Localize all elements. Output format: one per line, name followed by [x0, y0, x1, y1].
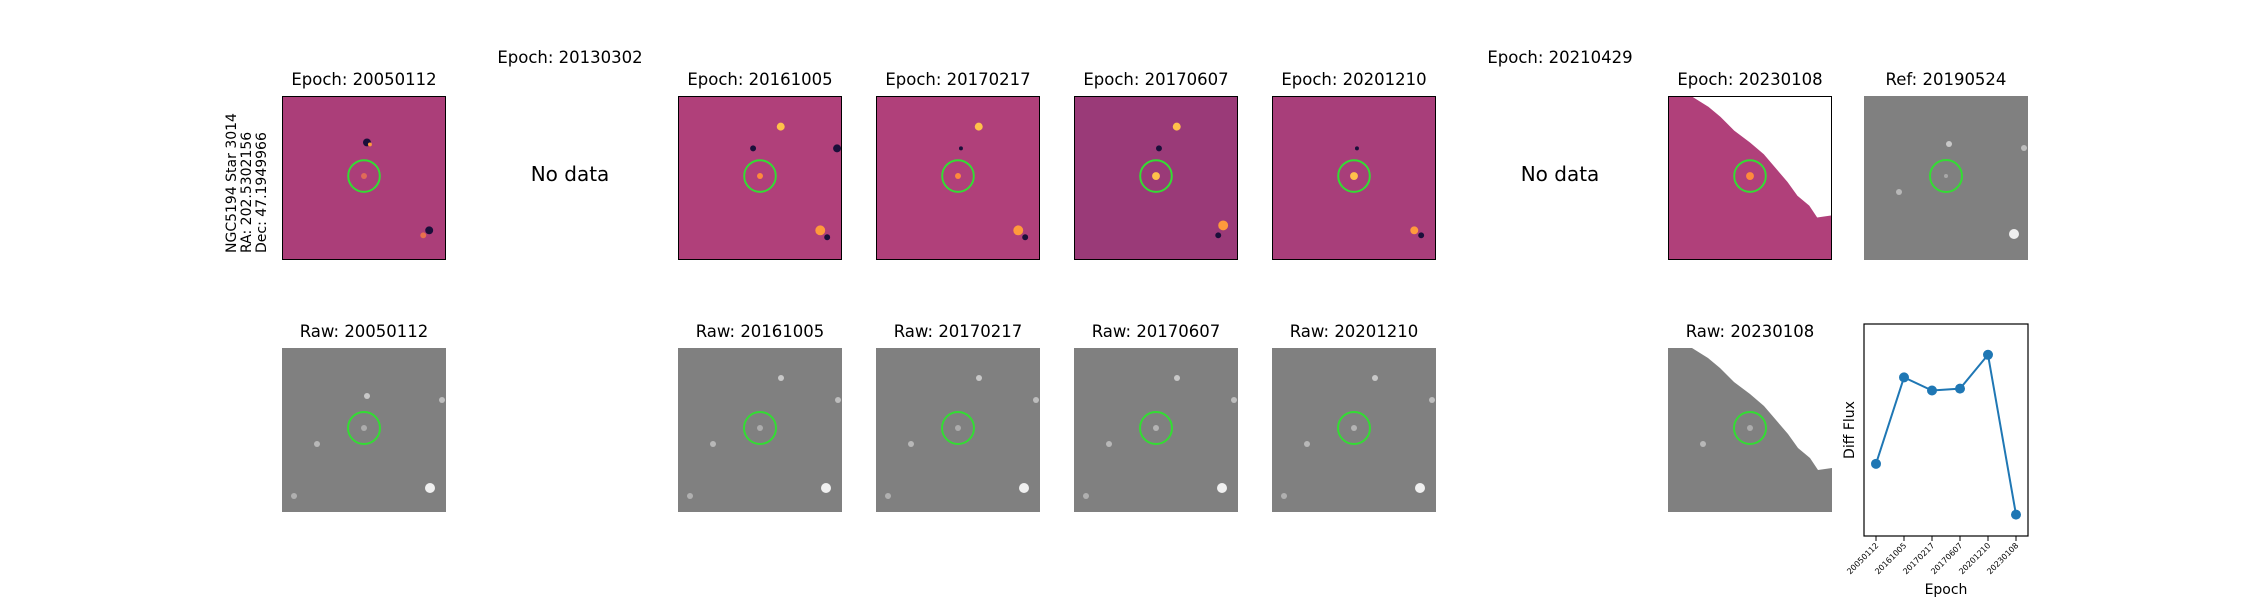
- raw-title-8: Raw: 20230108: [1685, 322, 1815, 341]
- x-axis-label: Epoch: [1925, 582, 1968, 598]
- x-ticks: 2005011220161005201702172017060720201210…: [1845, 536, 2020, 576]
- raw-title-1: Raw: 20050112: [299, 322, 429, 341]
- star-ra: RA: 202.5302156: [239, 131, 255, 253]
- raw-image-20230108: [1668, 348, 1832, 512]
- raw-image-20050112: [282, 348, 446, 512]
- epoch-title-8: Epoch: 20230108: [1677, 70, 1823, 89]
- data-point-20050112: [1871, 458, 1881, 469]
- raw-title-4: Raw: 20170217: [893, 322, 1023, 341]
- epoch-title-2: Epoch: 20130302: [497, 48, 643, 67]
- diff-image-20161005: [678, 96, 842, 260]
- data-point-20170217: [1927, 385, 1937, 396]
- epoch-title-1: Epoch: 20050112: [291, 70, 437, 89]
- data-point-20230108: [2011, 509, 2021, 520]
- star-info-label: NGC5194 Star 3014 RA: 202.5302156 Dec: 4…: [216, 105, 270, 255]
- reference-image: [1864, 96, 2028, 260]
- raw-image-20170607: [1074, 348, 1238, 512]
- epoch-title-6: Epoch: 20201210: [1281, 70, 1427, 89]
- data-point-20201210: [1983, 349, 1993, 360]
- data-point-20170607: [1955, 383, 1965, 394]
- reference-title: Ref: 20190524: [1885, 70, 2007, 89]
- no-data-20130302: No data: [530, 162, 610, 186]
- epoch-title-3: Epoch: 20161005: [687, 70, 833, 89]
- raw-image-20161005: [678, 348, 842, 512]
- diff-image-20050112: [282, 96, 446, 260]
- diff-flux-points: [1871, 349, 2021, 520]
- diff-image-20201210: [1272, 96, 1436, 260]
- epoch-title-7: Epoch: 20210429: [1487, 48, 1633, 67]
- raw-title-5: Raw: 20170607: [1091, 322, 1221, 341]
- diff-flux-line: [1875, 352, 2017, 515]
- raw-image-20170217: [876, 348, 1040, 512]
- no-data-20210429: No data: [1520, 162, 1600, 186]
- plot-frame: [1863, 323, 2029, 537]
- diff-image-20230108: [1668, 96, 1832, 260]
- data-point-20161005: [1899, 372, 1909, 383]
- epoch-title-5: Epoch: 20170607: [1083, 70, 1229, 89]
- raw-title-6: Raw: 20201210: [1289, 322, 1419, 341]
- epoch-title-4: Epoch: 20170217: [885, 70, 1031, 89]
- star-name: NGC5194 Star 3014: [224, 113, 240, 253]
- diff-image-20170217: [876, 96, 1040, 260]
- raw-title-3: Raw: 20161005: [695, 322, 825, 341]
- light-curve-chart: 2005011220161005201702172017060720201210…: [1842, 323, 2029, 598]
- y-axis-label: Diff Flux: [1842, 401, 1858, 459]
- raw-image-20201210: [1272, 348, 1436, 512]
- diff-image-20170607: [1074, 96, 1238, 260]
- star-dec: Dec: 47.1949966: [254, 132, 270, 253]
